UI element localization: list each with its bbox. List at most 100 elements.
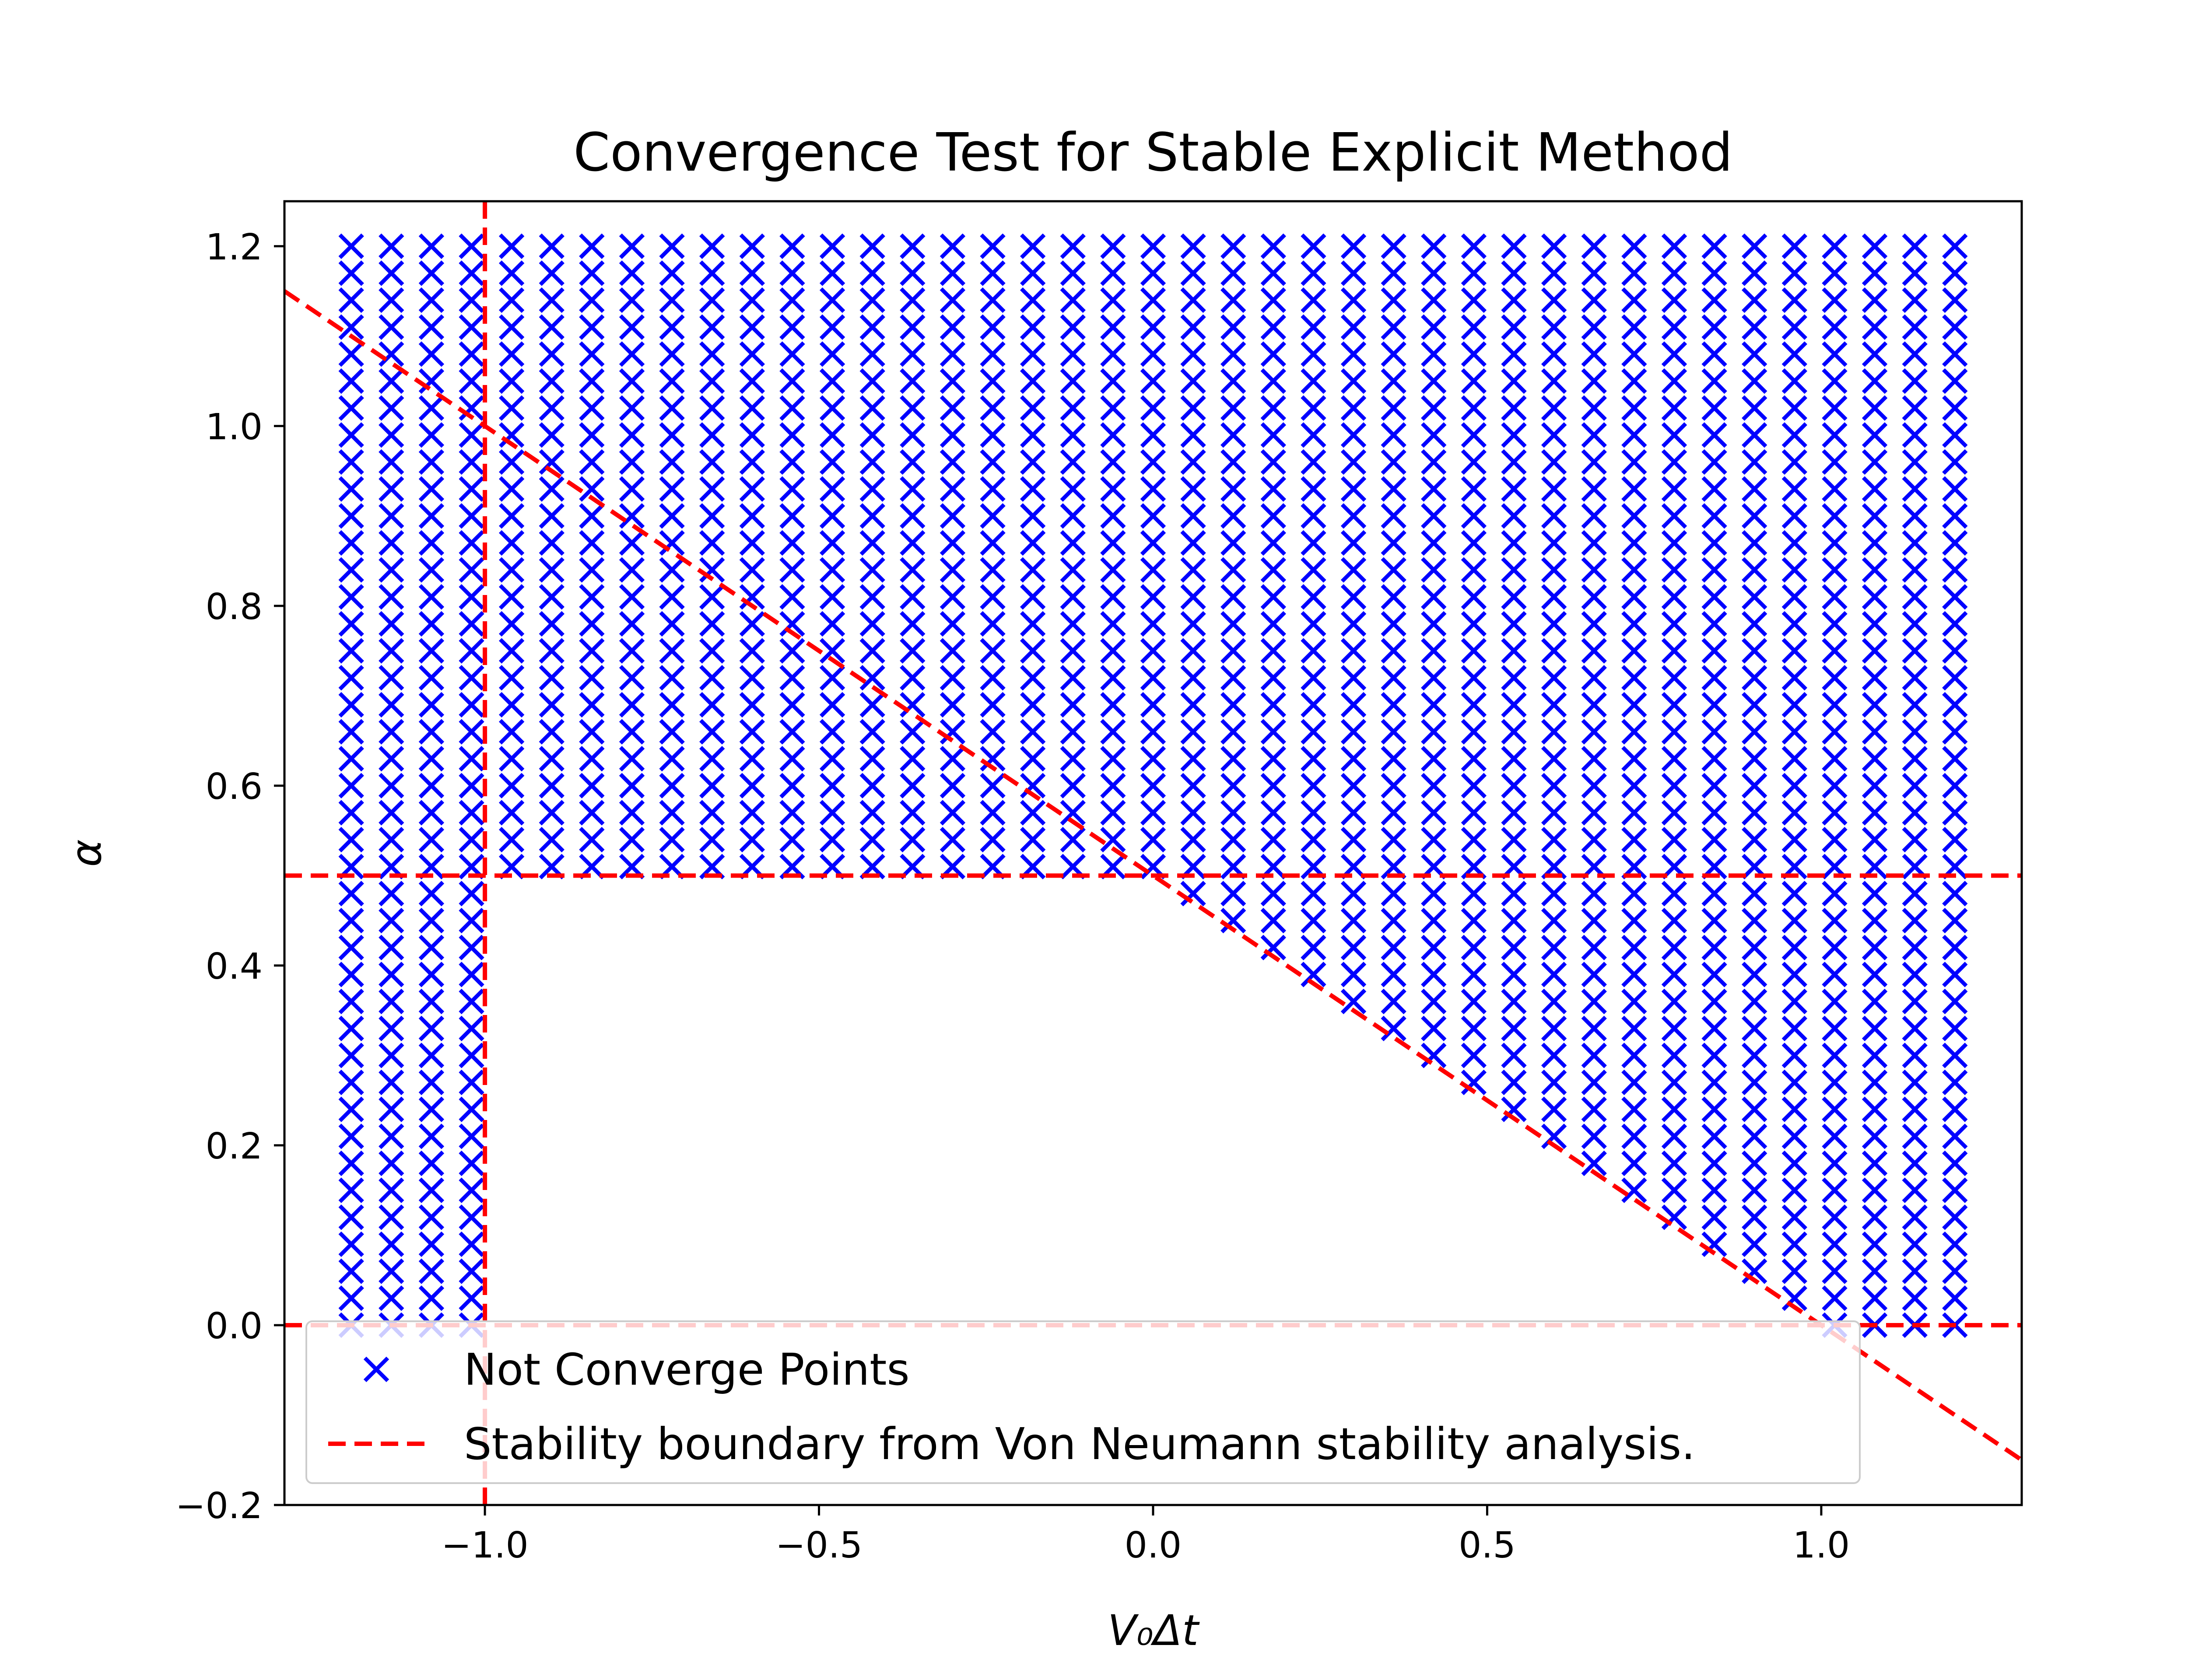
scatter-point <box>1942 638 1968 664</box>
scatter-point <box>1862 692 1888 718</box>
scatter-point <box>1742 638 1767 664</box>
scatter-point <box>1421 368 1447 394</box>
scatter-point <box>1701 395 1727 421</box>
scatter-point <box>539 341 565 367</box>
scatter-point <box>1301 260 1326 286</box>
scatter-point <box>1340 260 1367 286</box>
scatter-point <box>1180 314 1206 340</box>
scatter-point <box>1581 287 1607 313</box>
scatter-point <box>1942 1258 1968 1284</box>
scatter-point <box>1822 1231 1848 1257</box>
scatter-point <box>1220 233 1246 259</box>
scatter-point <box>1421 422 1447 448</box>
scatter-point <box>1742 1204 1767 1230</box>
scatter-point <box>459 422 484 448</box>
scatter-point <box>940 260 966 286</box>
scatter-point <box>379 449 404 475</box>
scatter-point <box>338 800 364 826</box>
scatter-point <box>1902 1069 1928 1096</box>
scatter-point <box>338 746 364 772</box>
scatter-point <box>1902 692 1928 718</box>
scatter-point <box>1100 368 1126 394</box>
x-axis-label: V₀Δt <box>1108 1606 1200 1655</box>
scatter-point <box>1541 395 1567 421</box>
scatter-point <box>1340 826 1367 853</box>
scatter-point <box>539 773 565 799</box>
scatter-point <box>619 341 645 367</box>
scatter-point <box>1822 395 1848 421</box>
scatter-point <box>1902 1124 1928 1149</box>
scatter-point <box>1781 476 1808 502</box>
scatter-point <box>1701 449 1727 475</box>
scatter-point <box>900 341 926 367</box>
scatter-point <box>859 584 885 610</box>
scatter-point <box>1781 1096 1808 1122</box>
scatter-point <box>739 422 765 448</box>
scatter-point <box>1581 773 1607 799</box>
scatter-point <box>819 449 845 475</box>
scatter-point <box>1381 1015 1406 1041</box>
scatter-point <box>1501 287 1527 313</box>
scatter-point <box>1020 665 1046 691</box>
scatter-point <box>579 422 605 448</box>
scatter-point <box>1100 800 1126 826</box>
scatter-point <box>699 826 725 853</box>
scatter-point <box>498 584 525 610</box>
scatter-point <box>1421 557 1447 583</box>
x-tick-label: 0.5 <box>1459 1525 1515 1566</box>
scatter-point <box>819 719 845 745</box>
scatter-point <box>1501 773 1527 799</box>
scatter-point <box>940 557 966 583</box>
scatter-point <box>1781 287 1808 313</box>
scatter-point <box>1501 665 1527 691</box>
scatter-point <box>1060 692 1086 718</box>
scatter-point <box>379 988 404 1015</box>
scatter-point <box>1140 314 1166 340</box>
scatter-point <box>1340 934 1367 960</box>
scatter-point <box>379 476 404 502</box>
scatter-point <box>1781 341 1808 367</box>
scatter-point <box>1701 988 1727 1015</box>
scatter-point <box>1301 773 1326 799</box>
scatter-point <box>1060 233 1086 259</box>
scatter-point <box>1541 287 1567 313</box>
scatter-point <box>459 881 484 906</box>
scatter-point <box>1661 773 1687 799</box>
scatter-point <box>459 1258 484 1284</box>
legend-box <box>305 1320 1861 1484</box>
scatter-point <box>1220 530 1246 556</box>
scatter-point <box>699 692 725 718</box>
scatter-point <box>1421 692 1447 718</box>
scatter-point <box>739 341 765 367</box>
scatter-point <box>1140 476 1166 502</box>
scatter-point <box>1701 260 1727 286</box>
scatter-point <box>1461 1015 1487 1041</box>
scatter-point <box>539 503 565 529</box>
scatter-point <box>1501 692 1527 718</box>
scatter-point <box>900 530 926 556</box>
scatter-point <box>1781 692 1808 718</box>
scatter-point <box>1421 395 1447 421</box>
scatter-point <box>498 368 525 394</box>
scatter-point <box>1381 800 1406 826</box>
scatter-point <box>779 557 805 583</box>
scatter-point <box>1501 881 1527 906</box>
scatter-point <box>1301 341 1326 367</box>
scatter-point <box>1541 584 1567 610</box>
scatter-point <box>1381 368 1406 394</box>
scatter-point <box>1781 719 1808 745</box>
scatter-point <box>1020 449 1046 475</box>
scatter-point <box>1541 530 1567 556</box>
scatter-point <box>619 584 645 610</box>
scatter-point <box>1942 1285 1968 1311</box>
scatter-point <box>418 988 445 1015</box>
scatter-point <box>459 1231 484 1257</box>
scatter-point <box>459 1015 484 1041</box>
scatter-point <box>1140 557 1166 583</box>
scatter-point <box>1461 314 1487 340</box>
scatter-point <box>379 530 404 556</box>
scatter-point <box>1060 638 1086 664</box>
scatter-point <box>739 584 765 610</box>
scatter-point <box>940 368 966 394</box>
scatter-point <box>1822 1177 1848 1203</box>
